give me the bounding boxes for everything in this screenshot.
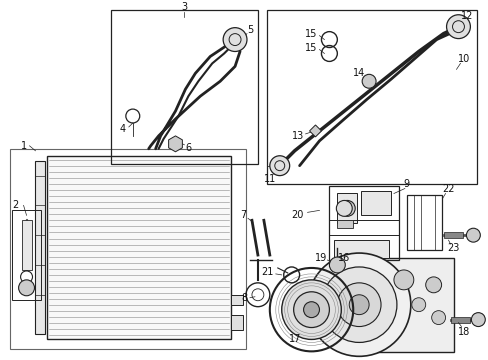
Text: 10: 10: [457, 54, 469, 64]
Circle shape: [337, 283, 380, 327]
Text: 20: 20: [291, 210, 303, 220]
Text: 17: 17: [288, 334, 300, 345]
Text: 13: 13: [291, 131, 303, 141]
Bar: [111, 10, 257, 164]
Text: 5: 5: [246, 24, 253, 35]
Bar: [406, 195, 441, 250]
Text: 11: 11: [263, 174, 275, 184]
Circle shape: [425, 277, 441, 293]
Bar: [334, 240, 388, 258]
Text: 18: 18: [457, 327, 469, 337]
Circle shape: [393, 270, 413, 290]
Circle shape: [281, 280, 341, 339]
Circle shape: [307, 253, 410, 356]
Text: 3: 3: [181, 2, 187, 12]
Polygon shape: [168, 136, 182, 152]
Text: 14: 14: [352, 68, 365, 78]
Circle shape: [19, 280, 35, 296]
Circle shape: [470, 312, 484, 327]
Text: 23: 23: [447, 243, 459, 253]
Text: 21: 21: [261, 267, 273, 277]
Bar: [47, 156, 231, 339]
Circle shape: [293, 292, 329, 328]
Text: 9: 9: [403, 179, 409, 189]
Circle shape: [269, 156, 289, 176]
Circle shape: [336, 201, 351, 216]
Circle shape: [431, 311, 445, 325]
Bar: [361, 190, 390, 215]
Circle shape: [339, 201, 354, 216]
Bar: [36, 161, 45, 334]
Circle shape: [223, 28, 246, 51]
Text: 2: 2: [13, 201, 19, 210]
Bar: [10, 149, 245, 349]
Bar: [266, 10, 476, 184]
Text: 12: 12: [460, 11, 473, 21]
Bar: [329, 185, 398, 260]
Bar: [231, 295, 243, 305]
Bar: [443, 232, 463, 238]
Text: 16: 16: [338, 253, 350, 263]
Circle shape: [411, 298, 425, 312]
Circle shape: [362, 74, 375, 88]
Circle shape: [321, 267, 396, 342]
Polygon shape: [309, 125, 321, 137]
Bar: [231, 315, 243, 329]
Bar: [21, 220, 31, 270]
Bar: [12, 210, 41, 300]
Circle shape: [329, 257, 345, 273]
Bar: [359, 258, 452, 352]
Circle shape: [348, 295, 368, 315]
Text: 1: 1: [20, 141, 26, 151]
Circle shape: [446, 15, 469, 39]
Bar: [337, 220, 352, 228]
Text: 15: 15: [305, 42, 317, 53]
Text: 4: 4: [120, 124, 126, 134]
Text: 19: 19: [315, 253, 327, 263]
Text: 15: 15: [305, 28, 317, 39]
Text: 7: 7: [240, 210, 245, 220]
Bar: [337, 193, 356, 223]
Text: 22: 22: [442, 184, 454, 194]
Bar: [449, 316, 469, 323]
Text: 6: 6: [185, 143, 191, 153]
Circle shape: [466, 228, 479, 242]
Circle shape: [303, 302, 319, 318]
Text: 8: 8: [241, 293, 246, 303]
